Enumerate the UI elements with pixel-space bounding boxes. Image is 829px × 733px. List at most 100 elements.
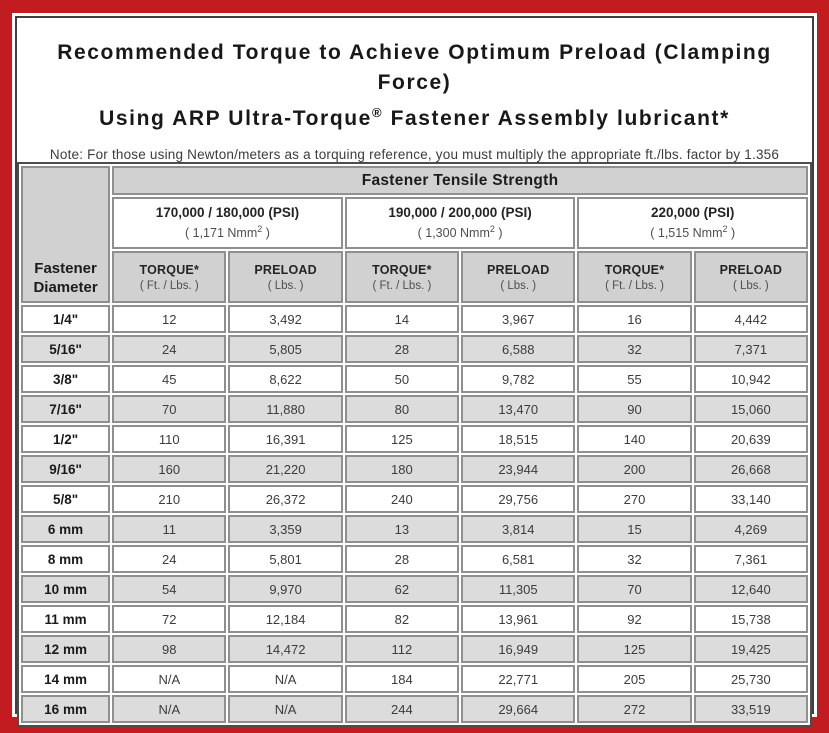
torque-value-cell: 200 (577, 455, 692, 483)
preload-value-cell: 23,944 (461, 455, 576, 483)
preload-value-cell: 16,391 (228, 425, 343, 453)
torque-value-cell: 240 (344, 485, 460, 513)
torque-value-cell: 205 (577, 665, 692, 693)
torque-value-cell: N/A (112, 695, 227, 723)
fastener-diameter-cell: 5/8" (21, 485, 111, 513)
table-row: 6 mm 11 3,359 13 3,814 15 4,269 (21, 515, 808, 543)
torque-value-cell: 16 (577, 305, 692, 333)
torque-value-cell: 140 (577, 425, 692, 453)
page-title: Recommended Torque to Achieve Optimum Pr… (27, 38, 802, 134)
torque-value-cell: 62 (344, 575, 460, 603)
preload-value-cell: N/A (228, 695, 343, 723)
psi-group-1-header: 170,000 / 180,000 (PSI) ( 1,171 Nmm2 ) (112, 197, 343, 249)
preload-value-cell: 12,184 (228, 605, 343, 633)
preload-value-cell: 15,060 (693, 395, 808, 423)
torque-value-cell: 125 (344, 425, 460, 453)
title-line-1: Recommended Torque to Achieve Optimum Pr… (57, 41, 772, 94)
torque-value-cell: 70 (577, 575, 692, 603)
table-row: 12 mm 98 14,472 112 16,949 125 19,425 (21, 635, 808, 663)
title-block: Recommended Torque to Achieve Optimum Pr… (17, 18, 812, 162)
torque-value-cell: 272 (577, 695, 692, 723)
tensile-strength-header: Fastener Tensile Strength (112, 166, 808, 195)
fastener-diameter-cell: 5/16" (21, 335, 111, 363)
psi-group-2-header: 190,000 / 200,000 (PSI) ( 1,300 Nmm2 ) (344, 197, 576, 249)
torque-value-cell: 14 (344, 305, 460, 333)
preload-value-cell: 26,372 (228, 485, 343, 513)
torque-value-cell: 11 (112, 515, 227, 543)
fastener-diameter-cell: 10 mm (21, 575, 111, 603)
table-row: 7/16" 70 11,880 80 13,470 90 15,060 (21, 395, 808, 423)
preload-value-cell: 9,970 (228, 575, 343, 603)
tensile-header-row: Fastener Diameter Fastener Tensile Stren… (21, 166, 808, 303)
table-row: 3/8" 45 8,622 50 9,782 55 10,942 (21, 365, 808, 393)
torque-value-cell: 160 (112, 455, 227, 483)
preload-value-cell: 20,639 (693, 425, 808, 453)
preload-value-cell: 3,967 (461, 305, 576, 333)
torque-value-cell: 28 (344, 335, 460, 363)
preload-value-cell: 25,730 (693, 665, 808, 693)
table-row: 11 mm 72 12,184 82 13,961 92 15,738 (21, 605, 808, 633)
torque-preload-table: Fastener Diameter Fastener Tensile Stren… (17, 162, 812, 727)
table-row: 16 mm N/A N/A 244 29,664 272 33,519 (21, 695, 808, 723)
torque-value-cell: N/A (112, 665, 227, 693)
torque-column-header: TORQUE* ( Ft. / Lbs. ) (577, 251, 692, 303)
torque-value-cell: 45 (112, 365, 227, 393)
torque-value-cell: 50 (344, 365, 460, 393)
fastener-diameter-cell: 11 mm (21, 605, 111, 633)
table-row: 5/16" 24 5,805 28 6,588 32 7,371 (21, 335, 808, 363)
fastener-diameter-header: Fastener Diameter (21, 166, 111, 303)
inner-frame: Recommended Torque to Achieve Optimum Pr… (15, 16, 814, 727)
preload-value-cell: 6,588 (461, 335, 576, 363)
preload-value-cell: 26,668 (693, 455, 808, 483)
preload-value-cell: 11,880 (228, 395, 343, 423)
preload-value-cell: 12,640 (693, 575, 808, 603)
torque-value-cell: 184 (344, 665, 460, 693)
table-row: 5/8" 210 26,372 240 29,756 270 33,140 (21, 485, 808, 513)
content-card: Recommended Torque to Achieve Optimum Pr… (12, 13, 817, 727)
preload-value-cell: 11,305 (461, 575, 576, 603)
fastener-diameter-cell: 14 mm (21, 665, 111, 693)
torque-value-cell: 32 (577, 335, 692, 363)
preload-value-cell: 22,771 (461, 665, 576, 693)
fastener-diameter-cell: 8 mm (21, 545, 111, 573)
preload-value-cell: 29,756 (461, 485, 576, 513)
title-line-2: Using ARP Ultra-Torque® Fastener Assembl… (99, 105, 730, 130)
preload-value-cell: 6,581 (461, 545, 576, 573)
fastener-diameter-cell: 6 mm (21, 515, 111, 543)
torque-preload-header-row: TORQUE* ( Ft. / Lbs. ) PRELOAD ( Lbs. ) … (21, 251, 808, 303)
preload-value-cell: 33,140 (693, 485, 808, 513)
preload-value-cell: 9,782 (461, 365, 576, 393)
preload-value-cell: 16,949 (461, 635, 576, 663)
preload-value-cell: 5,805 (228, 335, 343, 363)
fastener-diameter-cell: 7/16" (21, 395, 111, 423)
preload-value-cell: 29,664 (461, 695, 576, 723)
torque-value-cell: 32 (577, 545, 692, 573)
torque-column-header: TORQUE* ( Ft. / Lbs. ) (344, 251, 460, 303)
fastener-diameter-cell: 1/4" (21, 305, 111, 333)
preload-value-cell: 7,371 (693, 335, 808, 363)
fastener-diameter-cell: 16 mm (21, 695, 111, 723)
table-row: 9/16" 160 21,220 180 23,944 200 26,668 (21, 455, 808, 483)
torque-value-cell: 72 (112, 605, 227, 633)
torque-value-cell: 90 (577, 395, 692, 423)
torque-value-cell: 24 (112, 545, 227, 573)
torque-value-cell: 55 (577, 365, 692, 393)
preload-value-cell: 13,470 (461, 395, 576, 423)
preload-value-cell: 5,801 (228, 545, 343, 573)
torque-value-cell: 28 (344, 545, 460, 573)
preload-column-header: PRELOAD ( Lbs. ) (228, 251, 343, 303)
torque-value-cell: 70 (112, 395, 227, 423)
torque-value-cell: 112 (344, 635, 460, 663)
torque-value-cell: 270 (577, 485, 692, 513)
preload-value-cell: N/A (228, 665, 343, 693)
fastener-diameter-cell: 12 mm (21, 635, 111, 663)
preload-value-cell: 3,492 (228, 305, 343, 333)
table-row: 8 mm 24 5,801 28 6,581 32 7,361 (21, 545, 808, 573)
fastener-diameter-cell: 1/2" (21, 425, 111, 453)
preload-value-cell: 13,961 (461, 605, 576, 633)
torque-value-cell: 54 (112, 575, 227, 603)
torque-value-cell: 15 (577, 515, 692, 543)
preload-value-cell: 33,519 (693, 695, 808, 723)
preload-value-cell: 4,442 (693, 305, 808, 333)
